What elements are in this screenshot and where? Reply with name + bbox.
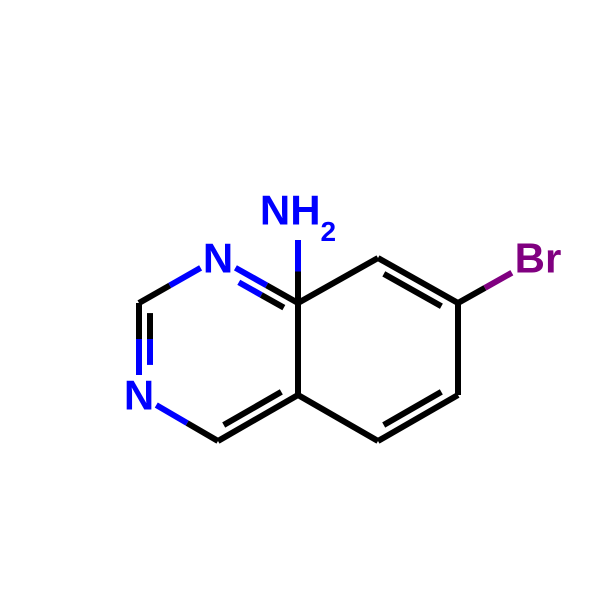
molecule-diagram: N N NH2 Br	[0, 0, 600, 600]
atom-N1: N	[124, 372, 154, 419]
atom-Br: Br	[515, 235, 562, 282]
atom-N3: N	[203, 235, 233, 282]
atom-NH2: NH2	[260, 187, 336, 248]
